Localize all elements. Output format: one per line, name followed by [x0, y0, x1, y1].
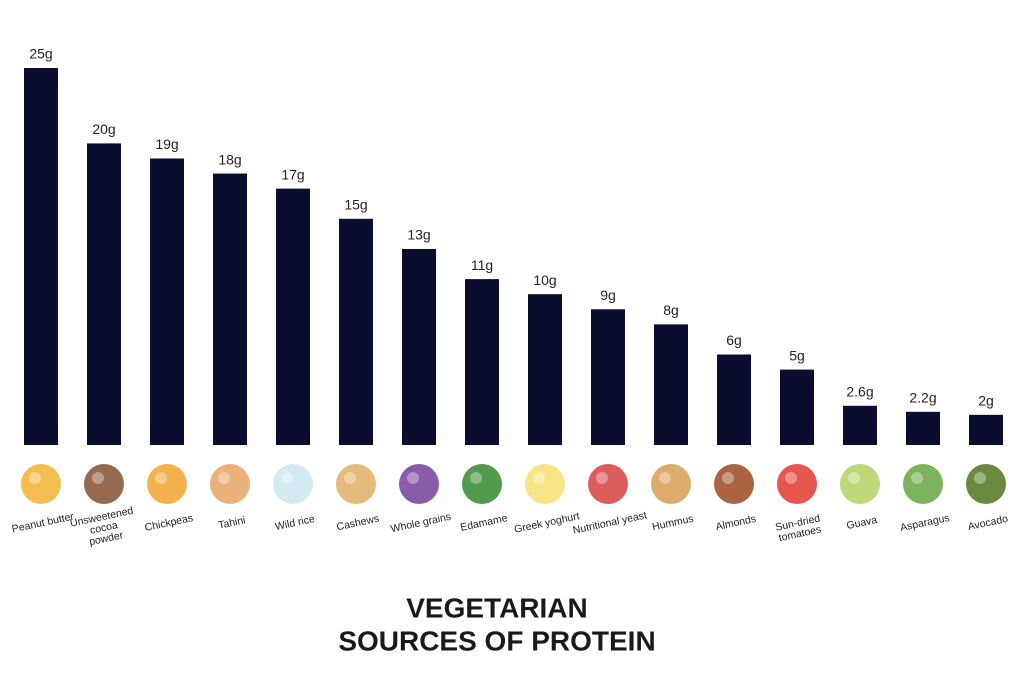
food-icon-highlight — [29, 472, 41, 484]
bar — [465, 279, 499, 445]
food-icon — [210, 464, 250, 504]
food-icon-highlight — [974, 472, 986, 484]
bar — [276, 188, 310, 445]
value-label: 15g — [344, 197, 367, 213]
bar — [528, 294, 562, 445]
bar — [906, 411, 940, 445]
food-icon — [273, 464, 313, 504]
value-label: 2.2g — [909, 390, 936, 406]
food-icon-highlight — [281, 472, 293, 484]
food-icon-highlight — [596, 472, 608, 484]
food-icon-highlight — [785, 472, 797, 484]
food-icon — [777, 464, 817, 504]
value-label: 25g — [29, 46, 52, 62]
food-icon — [966, 464, 1006, 504]
food-icon — [651, 464, 691, 504]
bar — [843, 405, 877, 445]
food-icon-highlight — [722, 472, 734, 484]
food-icon — [462, 464, 502, 504]
food-icon — [525, 464, 565, 504]
food-icon — [588, 464, 628, 504]
value-label: 2.6g — [846, 383, 873, 399]
chart-title: SOURCES OF PROTEIN — [338, 625, 655, 656]
bar — [87, 143, 121, 445]
bar — [24, 68, 58, 445]
value-label: 18g — [218, 151, 241, 167]
food-icon — [399, 464, 439, 504]
food-icon-highlight — [92, 472, 104, 484]
value-label: 13g — [407, 227, 430, 243]
food-icon — [336, 464, 376, 504]
bar — [591, 309, 625, 445]
food-icon — [903, 464, 943, 504]
food-icon-highlight — [344, 472, 356, 484]
food-icon-highlight — [911, 472, 923, 484]
chart-title: VEGETARIAN — [406, 592, 588, 623]
bar — [339, 218, 373, 445]
value-label: 2g — [978, 393, 994, 409]
value-label: 8g — [663, 302, 679, 318]
food-icon-highlight — [407, 472, 419, 484]
food-icon-highlight — [848, 472, 860, 484]
bar — [969, 414, 1003, 445]
bar — [780, 369, 814, 445]
bar — [402, 248, 436, 445]
value-label: 20g — [92, 121, 115, 137]
bar — [150, 158, 184, 446]
bar — [213, 173, 247, 445]
food-icon-highlight — [155, 472, 167, 484]
value-label: 10g — [533, 272, 556, 288]
food-icon — [840, 464, 880, 504]
food-icon — [84, 464, 124, 504]
bar — [654, 324, 688, 445]
value-label: 5g — [789, 347, 805, 363]
food-icon-highlight — [533, 472, 545, 484]
value-label: 17g — [281, 166, 304, 182]
food-icon-highlight — [659, 472, 671, 484]
food-icon — [21, 464, 61, 504]
value-label: 19g — [155, 136, 178, 152]
value-label: 9g — [600, 287, 616, 303]
value-label: 11g — [471, 257, 493, 273]
value-label: 6g — [726, 332, 742, 348]
food-icon — [714, 464, 754, 504]
food-icon — [147, 464, 187, 504]
food-icon-highlight — [470, 472, 482, 484]
food-icon-highlight — [218, 472, 230, 484]
bar — [717, 354, 751, 445]
